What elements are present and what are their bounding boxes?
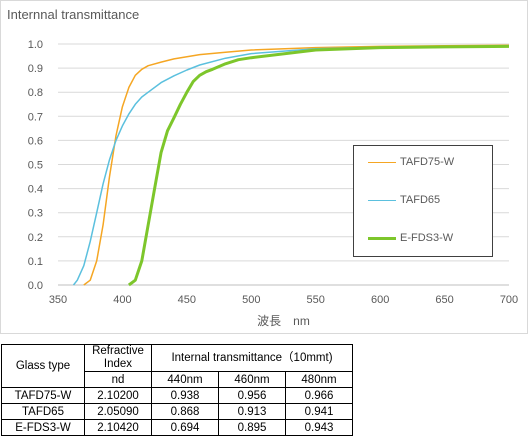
header-460nm: 460nm bbox=[218, 371, 286, 388]
cell-t440: 0.938 bbox=[151, 387, 219, 404]
x-tick-label: 500 bbox=[242, 294, 260, 306]
y-tick-label: 0.2 bbox=[28, 232, 43, 244]
y-tick-label: 0.0 bbox=[28, 280, 43, 292]
table-row: TAFD75-W 2.10200 0.938 0.956 0.966 bbox=[1, 387, 353, 404]
cell-nd: 2.05090 bbox=[84, 403, 152, 420]
cell-nd: 2.10200 bbox=[84, 387, 152, 404]
header-440nm: 440nm bbox=[151, 371, 219, 388]
cell-nd: 2.10420 bbox=[84, 419, 152, 436]
x-tick-label: 700 bbox=[500, 294, 518, 306]
table-row: TAFD65 2.05090 0.868 0.913 0.941 bbox=[1, 403, 353, 420]
table-row: E-FDS3-W 2.10420 0.694 0.895 0.943 bbox=[1, 419, 353, 436]
cell-t460: 0.913 bbox=[218, 403, 286, 420]
y-tick-label: 0.4 bbox=[28, 184, 43, 196]
x-tick-label: 650 bbox=[435, 294, 453, 306]
cell-t460: 0.956 bbox=[218, 387, 286, 404]
x-tick-label: 350 bbox=[49, 294, 67, 306]
cell-glass: E-FDS3-W bbox=[1, 419, 85, 436]
header-glass-type: Glass type bbox=[1, 344, 85, 388]
legend-swatch-tafd65 bbox=[368, 199, 396, 201]
spec-table: Glass type Refractive Index Internal tra… bbox=[1, 344, 353, 436]
table-subheader-row: nd 440nm 460nm 480nm bbox=[2, 371, 353, 388]
chart-area: Internnal transmittance 0.0 0.1 0.2 0.3 0.4 0… bbox=[0, 0, 528, 334]
cell-t440: 0.868 bbox=[151, 403, 219, 420]
legend-entry-tafd75w: TAFD75-W bbox=[368, 154, 454, 170]
y-tick-label: 0.5 bbox=[28, 160, 43, 172]
legend-swatch-tafd75w bbox=[368, 161, 396, 163]
y-tick-label: 0.7 bbox=[28, 111, 43, 123]
legend-swatch-efds3w bbox=[368, 236, 396, 240]
series-line-tafd75w bbox=[83, 44, 510, 286]
y-tick-label: 0.6 bbox=[28, 135, 43, 147]
y-tick-label: 0.9 bbox=[28, 63, 43, 75]
y-tick-label: 1.0 bbox=[28, 39, 43, 51]
x-axis-label: 波長 nm bbox=[257, 314, 310, 328]
legend-label-tafd75w: TAFD75-W bbox=[400, 156, 455, 168]
cell-glass: TAFD75-W bbox=[1, 387, 85, 404]
series-line-tafd65 bbox=[72, 45, 509, 286]
legend-label-efds3w: E-FDS3-W bbox=[400, 232, 454, 244]
x-tick-label: 400 bbox=[113, 294, 131, 306]
cell-t480: 0.943 bbox=[285, 419, 353, 436]
table-header-row: Glass type Refractive Index Internal tra… bbox=[1, 344, 353, 388]
cell-t460: 0.895 bbox=[218, 419, 286, 436]
legend-label-tafd65: TAFD65 bbox=[400, 194, 441, 206]
x-tick-label: 550 bbox=[307, 294, 325, 306]
chart-title: Internnal transmittance bbox=[7, 7, 140, 22]
header-nd: nd bbox=[84, 371, 152, 388]
cell-t480: 0.966 bbox=[285, 387, 353, 404]
header-480nm: 480nm bbox=[285, 371, 353, 388]
header-refractive-index: Refractive Index bbox=[84, 344, 152, 372]
x-tick-label: 600 bbox=[371, 294, 389, 306]
chart-plot: 0.0 0.1 0.2 0.3 0.4 0.5 0.6 0.7 0.8 0.9 1.0 350 400 4… bbox=[28, 39, 518, 328]
y-tick-label: 0.8 bbox=[28, 87, 43, 99]
legend-entry-efds3w: E-FDS3-W bbox=[368, 230, 453, 246]
x-tick-label: 450 bbox=[178, 294, 196, 306]
y-tick-label: 0.1 bbox=[28, 256, 43, 268]
legend-entry-tafd65: TAFD65 bbox=[368, 192, 440, 208]
y-tick-label: 0.3 bbox=[28, 208, 43, 220]
legend: TAFD75-W TAFD65 E-FDS3-W bbox=[353, 145, 493, 257]
header-internal-transmittance: Internal transmittance（10mmt) bbox=[151, 344, 353, 372]
cell-t440: 0.694 bbox=[151, 419, 219, 436]
cell-t480: 0.941 bbox=[285, 403, 353, 420]
series-line-efds3w bbox=[128, 44, 510, 287]
cell-glass: TAFD65 bbox=[1, 403, 85, 420]
